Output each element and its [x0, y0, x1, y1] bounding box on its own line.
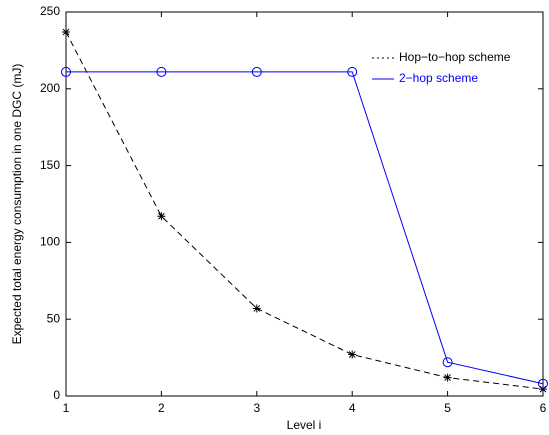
data-point — [62, 27, 70, 36]
data-point — [539, 385, 547, 394]
legend-label: Hop−to−hop scheme — [399, 50, 511, 64]
data-point — [252, 304, 261, 313]
series-line — [65, 31, 544, 390]
x-tick-label: 3 — [253, 401, 260, 415]
axes-box — [65, 11, 544, 397]
data-point — [61, 66, 71, 77]
y-tick-label: 100 — [40, 235, 60, 249]
data-point — [538, 378, 548, 389]
x-tick-label: 4 — [349, 401, 356, 415]
data-point — [442, 357, 453, 368]
x-tick-label: 5 — [444, 401, 451, 415]
y-tick-label: 50 — [47, 311, 61, 325]
y-tick-label: 250 — [40, 4, 60, 18]
data-point — [347, 66, 358, 77]
data-point — [156, 66, 167, 77]
data-point — [251, 66, 262, 77]
y-axis-label: Expected total energy consumption in one… — [10, 64, 24, 345]
legend-label: 2−hop scheme — [399, 71, 478, 85]
y-tick-label: 150 — [40, 158, 60, 172]
data-point — [157, 212, 166, 221]
y-tick-label: 0 — [53, 388, 60, 402]
x-tick-label: 6 — [540, 401, 547, 415]
x-axis-label: Level i — [287, 418, 322, 432]
y-tick-label: 200 — [40, 81, 60, 95]
data-point — [443, 373, 452, 382]
series-line — [66, 71, 544, 385]
data-point — [348, 350, 357, 359]
x-tick-label: 2 — [158, 401, 165, 415]
x-tick-label: 1 — [63, 401, 70, 415]
